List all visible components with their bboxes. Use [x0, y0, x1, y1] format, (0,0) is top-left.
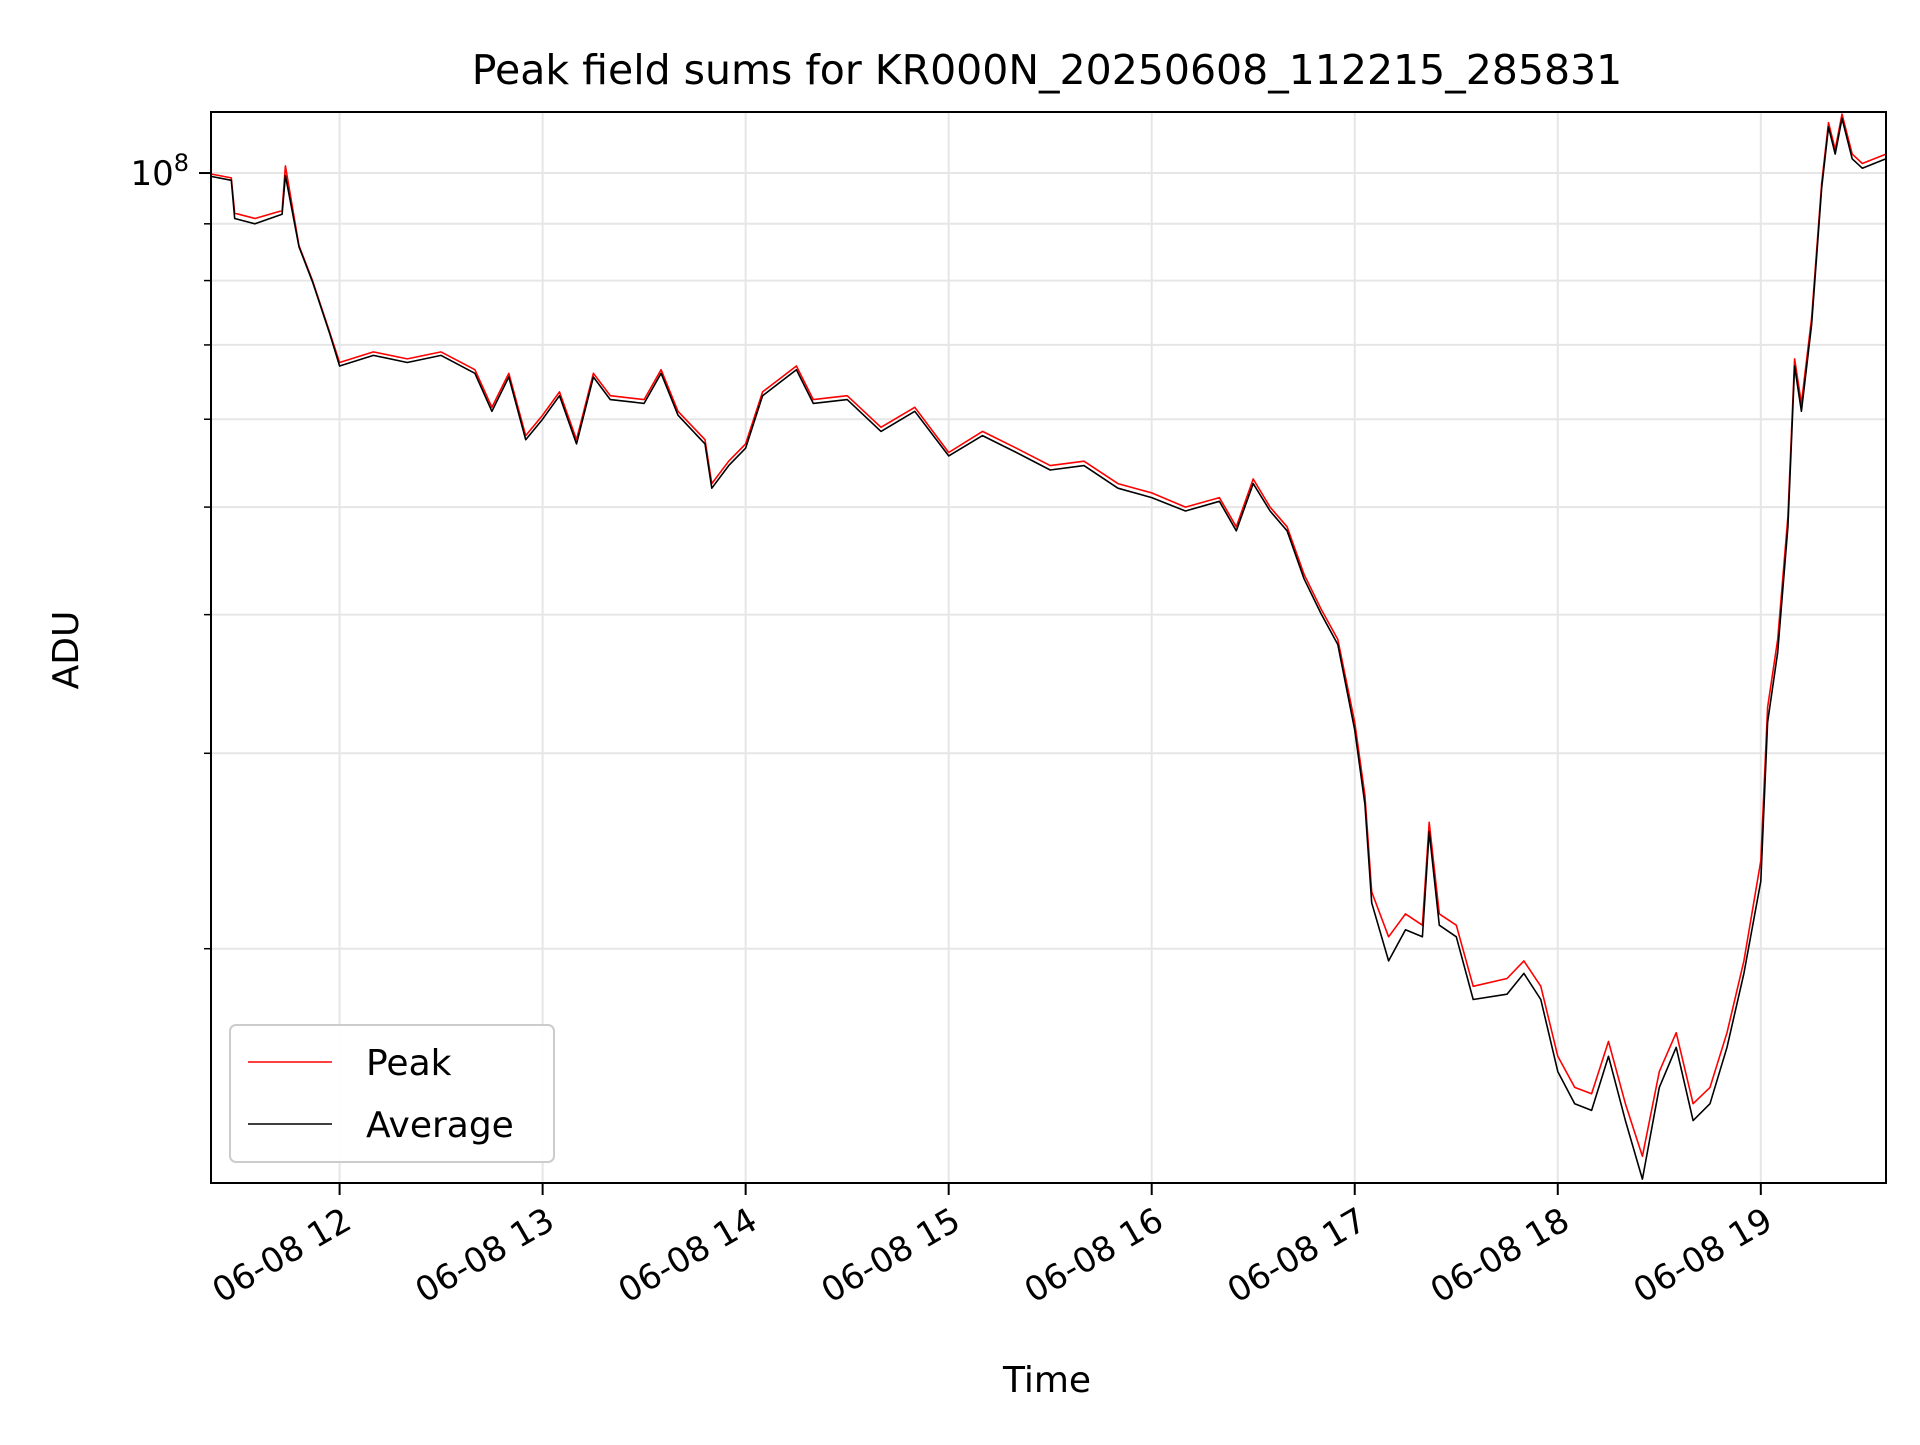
series-line-average — [210, 117, 1887, 1180]
legend-label-average: Average — [366, 1105, 514, 1146]
y-tick-label: 108 — [130, 149, 189, 194]
legend-box — [229, 1024, 555, 1163]
chart-title: Peak field sums for KR000N_20250608_1122… — [472, 46, 1622, 94]
series-line-peak — [210, 113, 1887, 1158]
legend-label-peak: Peak — [366, 1043, 452, 1084]
y-tick-label-exponent: 8 — [174, 149, 189, 177]
plot-frame — [210, 111, 1887, 1184]
series-layer — [210, 113, 1887, 1180]
y-axis-label: ADU — [46, 611, 87, 690]
legend: Peak Average — [229, 1024, 555, 1163]
x-axis-label: Time — [1002, 1360, 1091, 1401]
grid-layer — [211, 112, 1886, 1183]
y-tick-label-base: 10 — [130, 154, 173, 194]
